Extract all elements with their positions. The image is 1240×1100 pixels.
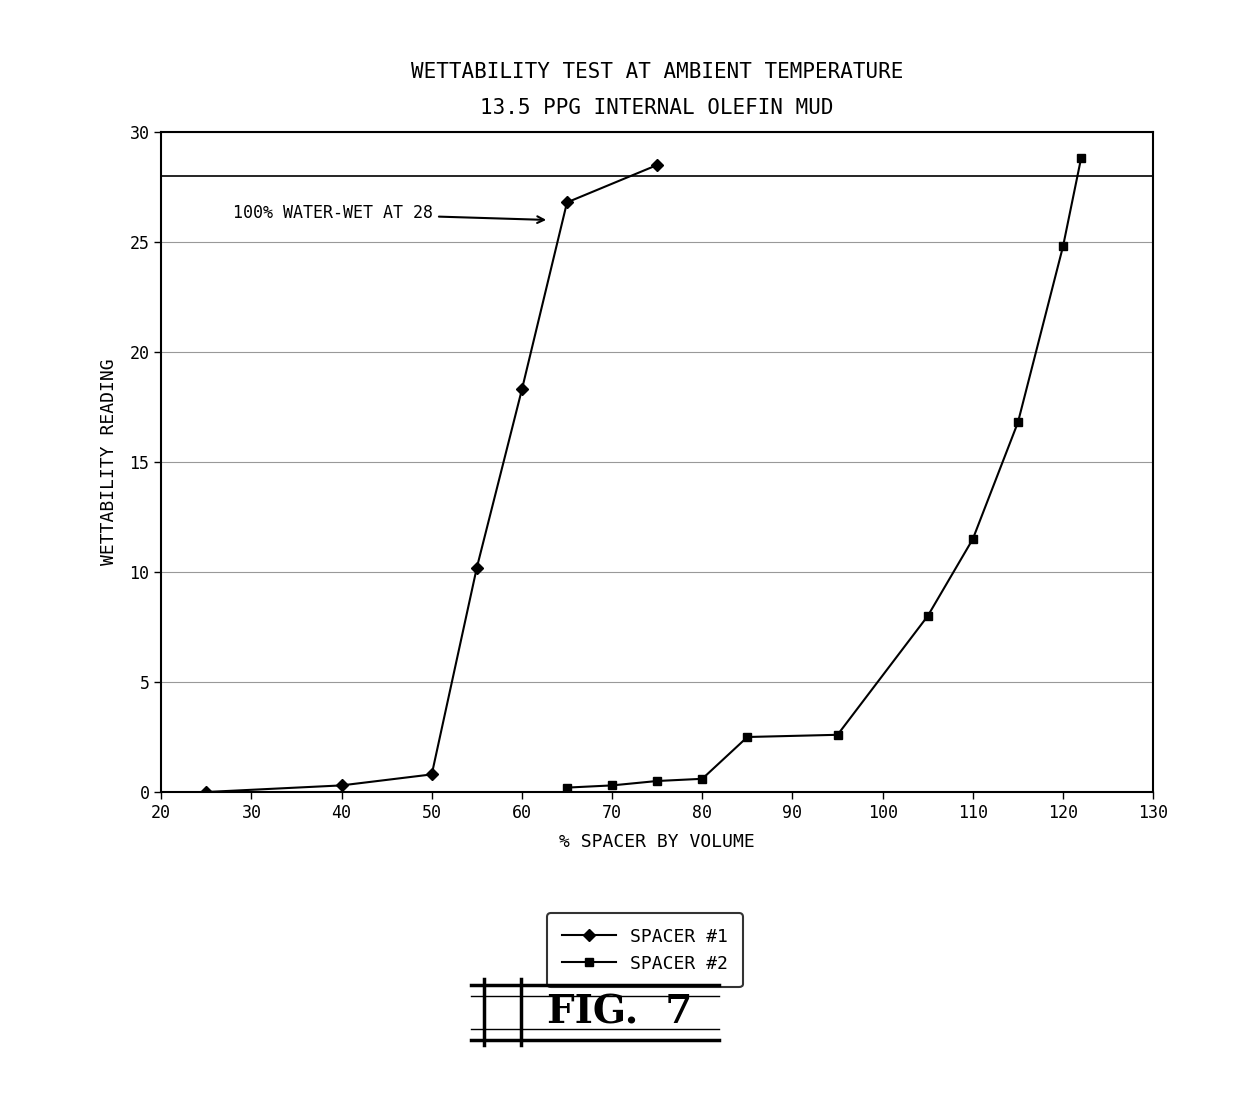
SPACER #1 — [559, 196, 574, 209]
Text: FIG.  7: FIG. 7 — [547, 993, 693, 1031]
Line: SPACER #2: SPACER #2 — [563, 154, 1085, 792]
Text: 100% WATER-WET AT 28: 100% WATER-WET AT 28 — [233, 205, 544, 223]
SPACER #2 — [1055, 240, 1070, 253]
SPACER #1 — [424, 768, 439, 781]
Legend: SPACER #1, SPACER #2: SPACER #1, SPACER #2 — [547, 913, 743, 987]
SPACER #2 — [966, 532, 981, 546]
SPACER #2 — [1074, 152, 1089, 165]
SPACER #2 — [650, 774, 665, 788]
SPACER #1 — [198, 785, 213, 799]
SPACER #2 — [694, 772, 709, 785]
SPACER #2 — [920, 609, 935, 623]
Text: 13.5 PPG INTERNAL OLEFIN MUD: 13.5 PPG INTERNAL OLEFIN MUD — [480, 98, 835, 118]
SPACER #1 — [470, 561, 485, 574]
SPACER #2 — [605, 779, 620, 792]
X-axis label: % SPACER BY VOLUME: % SPACER BY VOLUME — [559, 833, 755, 851]
Y-axis label: WETTABILITY READING: WETTABILITY READING — [100, 359, 118, 565]
Line: SPACER #1: SPACER #1 — [202, 161, 661, 796]
SPACER #1 — [334, 779, 348, 792]
SPACER #2 — [1011, 416, 1025, 429]
SPACER #1 — [650, 158, 665, 172]
Text: WETTABILITY TEST AT AMBIENT TEMPERATURE: WETTABILITY TEST AT AMBIENT TEMPERATURE — [410, 62, 904, 81]
SPACER #2 — [559, 781, 574, 794]
SPACER #2 — [830, 728, 844, 741]
SPACER #1 — [515, 383, 529, 396]
SPACER #2 — [740, 730, 755, 744]
